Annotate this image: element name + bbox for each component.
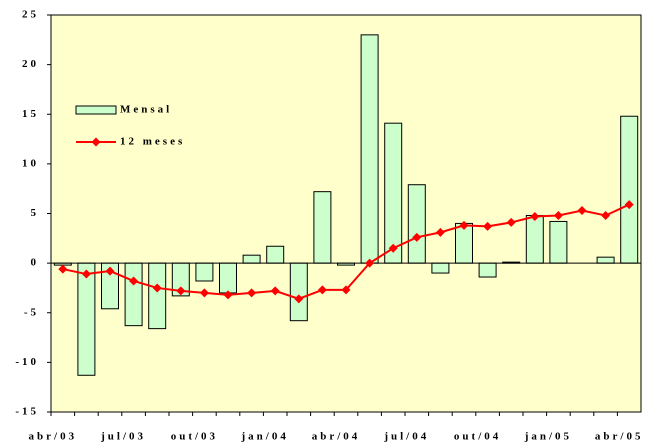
x-tick-label: out/03 [171,431,218,443]
marker [553,210,563,220]
bar [384,122,403,264]
marker [459,220,469,230]
bar [525,214,544,264]
y-tick-label: 5 [31,207,40,219]
y-tick-label: 0 [31,257,40,269]
bar [77,262,96,376]
x-tick-label: abr/05 [595,431,644,443]
marker [577,206,587,216]
marker [223,290,233,300]
x-tick-label: jul/04 [383,431,429,443]
x-tick-label: abr/03 [29,431,78,443]
marker [365,258,375,268]
bar [242,254,261,264]
x-tick-label: jul/03 [100,431,146,443]
bar [124,262,143,327]
bar [266,245,285,264]
y-tick-label: -10 [15,356,39,368]
marker [58,264,68,274]
marker [129,276,139,286]
marker [341,285,351,295]
x-tick-label: out/04 [454,431,501,443]
y-tick-label: 15 [22,108,39,120]
bar [148,262,167,330]
bar [195,262,214,282]
marker [152,283,162,293]
legend-label: 12 meses [120,136,185,148]
marker [247,288,257,298]
bar [360,34,379,264]
marker [199,288,209,298]
marker [435,227,445,237]
marker [270,286,280,296]
x-tick-label: jan/05 [524,431,572,443]
bar [219,262,237,294]
x-tick-label: jan/04 [241,431,289,443]
marker [624,200,634,210]
plot-area [50,14,642,413]
bar [313,191,332,264]
bar [549,220,568,264]
y-tick-label: -5 [24,306,39,318]
legend-marker [91,137,101,147]
x-tick-label: abr/04 [312,431,361,443]
y-tick-label: 20 [22,58,39,70]
marker [530,211,540,221]
y-tick-label: 25 [22,9,39,21]
bar [478,262,497,278]
marker [412,232,422,242]
bar [431,262,450,274]
marker [601,210,611,220]
marker [483,221,493,231]
marker [176,286,186,296]
bar [407,184,426,264]
marker [81,269,91,279]
marker [294,294,304,304]
bar [289,262,308,322]
marker [388,243,398,253]
legend-label: Mensal [120,104,172,116]
bar [620,115,639,264]
marker [317,285,327,295]
marker [105,266,115,276]
legend-swatch [75,105,117,115]
marker [506,217,516,227]
bar [596,256,615,264]
y-tick-label: -15 [15,406,39,418]
y-tick-label: 10 [22,157,39,169]
